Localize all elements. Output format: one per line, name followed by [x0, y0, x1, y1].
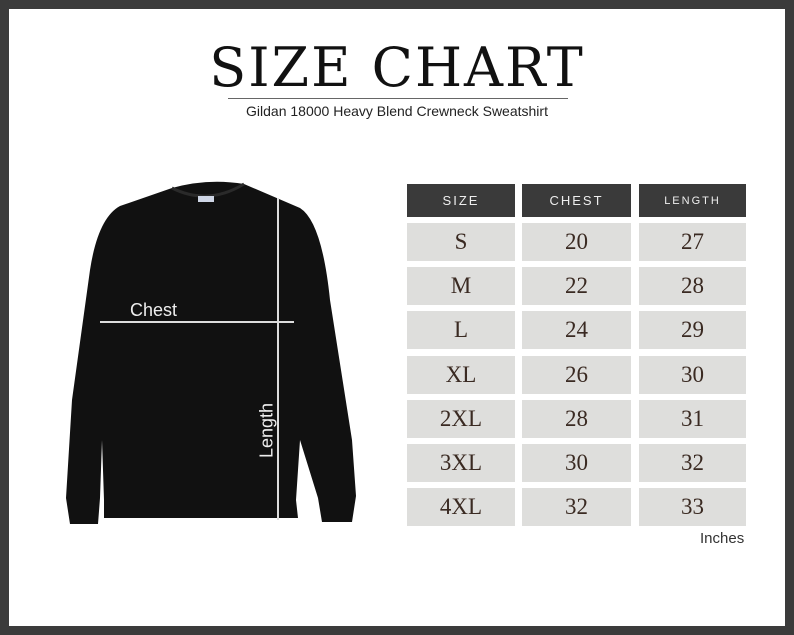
page-title: SIZE CHART — [209, 36, 585, 99]
chest-cell: 22 — [522, 267, 631, 306]
length-cell: 32 — [639, 444, 746, 482]
size-cell: M — [407, 267, 515, 306]
length-cell: 30 — [639, 355, 746, 394]
chest-cell: 26 — [522, 355, 631, 394]
size-cell: 4XL — [407, 488, 515, 527]
size-cell: 2XL — [407, 399, 515, 438]
chest-cell: 32 — [522, 488, 631, 527]
size-cell: XL — [407, 355, 515, 394]
chest-label: Chest — [130, 300, 178, 320]
neck-tag — [198, 196, 214, 202]
sweatshirt-body — [66, 181, 356, 524]
chest-cell: 30 — [522, 444, 631, 482]
title-divider — [228, 98, 568, 99]
subtitle: Gildan 18000 Heavy Blend Crewneck Sweats… — [246, 103, 548, 119]
length-cell: 28 — [639, 267, 746, 306]
header-length: LENGTH — [639, 184, 746, 217]
length-cell: 27 — [639, 223, 746, 261]
length-cell: 31 — [639, 399, 746, 438]
size-cell: 3XL — [407, 444, 515, 482]
chest-cell: 24 — [522, 311, 631, 350]
collar — [171, 182, 245, 198]
chest-cell: 28 — [522, 399, 631, 438]
header-chest: CHEST — [522, 184, 631, 217]
length-cell: 33 — [639, 488, 746, 527]
unit-label: Inches — [700, 530, 745, 547]
length-cell: 29 — [639, 311, 746, 350]
chest-cell: 20 — [522, 223, 631, 261]
length-label: Length — [256, 402, 277, 459]
header-size: SIZE — [407, 184, 515, 217]
size-cell: L — [407, 311, 515, 350]
size-cell: S — [407, 223, 515, 261]
